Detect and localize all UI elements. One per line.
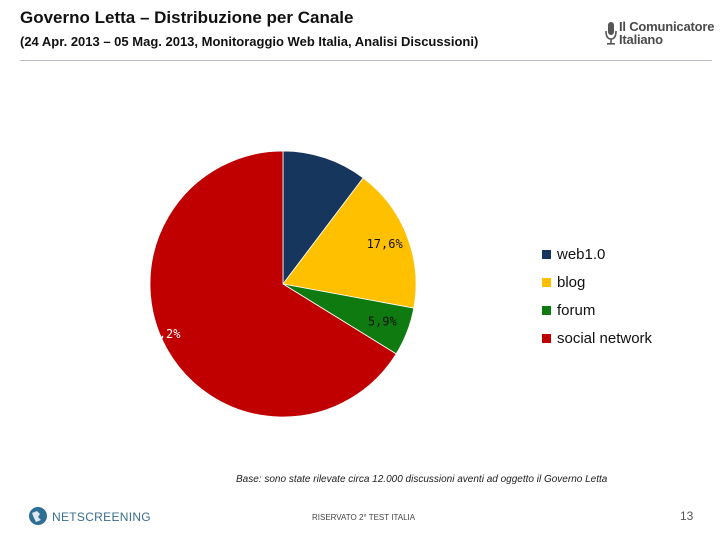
legend-swatch-forum — [542, 305, 551, 315]
page-number: 13 — [680, 509, 694, 523]
legend-item-blog: blog — [542, 272, 585, 292]
legend-item-forum: forum — [542, 300, 595, 320]
data-label-forum: 5,9% — [368, 315, 398, 329]
legend-item-web10: web1.0 — [542, 244, 605, 264]
data-label-web1-0: 10,3% — [253, 131, 290, 145]
data-label-social-network: 66,2% — [144, 327, 181, 341]
brand-name-line1: Il Comunicatore — [619, 19, 715, 34]
legend-swatch-blog — [542, 277, 551, 287]
page-subtitle: (24 Apr. 2013 – 05 Mag. 2013, Monitoragg… — [20, 34, 479, 49]
legend-label-forum: forum — [557, 301, 596, 319]
pie-slice-blog — [282, 177, 417, 309]
page-title: Governo Letta – Distribuzione per Canale — [20, 8, 354, 27]
pie-slice-web1-0 — [282, 150, 364, 286]
brand-name-line2: Italiano — [619, 32, 663, 47]
legend-label-social-network: social network — [557, 329, 653, 347]
brand-logo: Il Comunicatore Italiano — [604, 19, 714, 47]
legend-item-social-network: social network — [542, 328, 652, 348]
header-divider — [20, 60, 712, 61]
legend-swatch-social-network — [542, 333, 551, 343]
footer-logo-text: NETSCREENING — [52, 510, 151, 524]
globe-icon — [29, 507, 47, 525]
legend-label-blog: blog — [557, 273, 586, 291]
netscreening-logo: NETSCREENING — [28, 506, 151, 528]
base-note: Base: sono state rilevate circa 12.000 d… — [236, 474, 608, 485]
data-label-blog: 17,6% — [367, 237, 404, 251]
footer-confidential: RISERVATO 2° TEST ITALIA — [312, 513, 416, 522]
microphone-icon — [605, 22, 617, 45]
legend-label-web10: web1.0 — [557, 245, 606, 263]
legend-swatch-web10 — [542, 249, 551, 259]
pie-slice-social-network — [149, 150, 397, 418]
